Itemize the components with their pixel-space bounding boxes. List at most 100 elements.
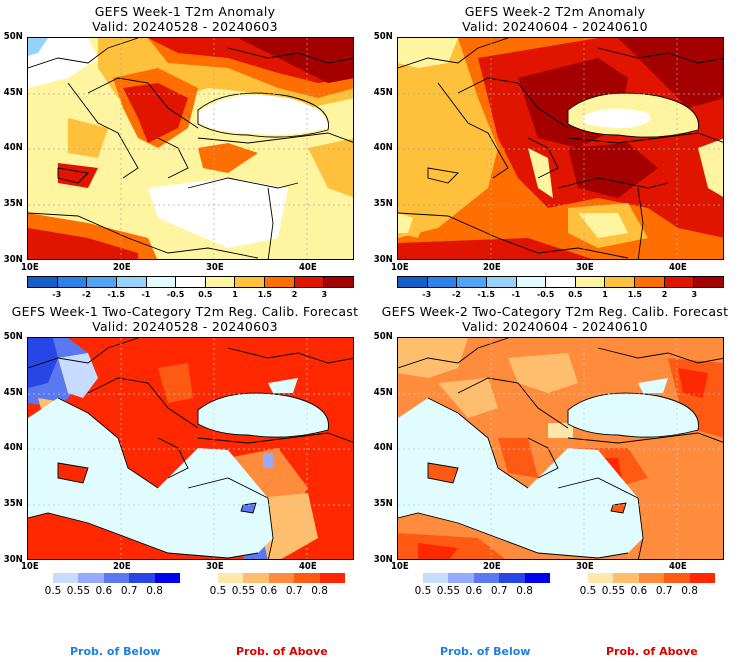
prob-above-colorbar-swatch (638, 573, 665, 583)
prob-above-colorbar-swatch (664, 573, 690, 583)
lon-label: 10E (20, 262, 39, 273)
anomaly-colorbar-swatch (116, 277, 147, 287)
colorbar-tick-label: 2 (661, 290, 668, 299)
lat-label: 35N (3, 498, 23, 509)
lat-label: 45N (3, 387, 23, 398)
lon-label: 20E (482, 262, 501, 273)
lon-label: 10E (390, 262, 409, 273)
anomaly-colorbar-swatch (205, 277, 236, 287)
lon-label: 40E (668, 561, 687, 572)
map-week2-anomaly (397, 37, 724, 260)
lon-label: 40E (298, 262, 317, 273)
anomaly-colorbar-swatch (516, 277, 547, 287)
lon-label: 40E (298, 561, 317, 572)
prob-above-colorbar-swatch (268, 573, 295, 583)
panel-valid-dates: Valid: 20240604 - 20240610 (462, 319, 648, 334)
anomaly-field (398, 38, 723, 259)
map-week1-anomaly (27, 37, 354, 260)
colorbar-tick-label: 0.55 (231, 585, 256, 597)
colorbar-tick-label: -2 (82, 290, 91, 299)
lat-label: 30N (3, 254, 23, 265)
lat-label: 50N (3, 31, 23, 42)
lon-label: 20E (112, 262, 131, 273)
lon-label: 10E (390, 561, 409, 572)
colorbar-tick-label: 0.55 (601, 585, 626, 597)
lat-label: 45N (373, 387, 393, 398)
prob-below-colorbar-swatch (129, 573, 155, 583)
colorbar-tick-label: 0.6 (260, 585, 278, 597)
anomaly-colorbar (397, 276, 724, 288)
panel-week1-probability: GEFS Week-1 Two-Category T2m Reg. Calib.… (0, 300, 370, 662)
colorbar-tick-label: 0.7 (285, 585, 303, 597)
panel-title: GEFS Week-2 Two-Category T2m Reg. Calib.… (381, 304, 729, 319)
colorbar-tick-label: 0.8 (146, 585, 163, 597)
colorbar-tick-label: 0.7 (490, 585, 508, 597)
prob-above-colorbar-swatch (319, 573, 346, 583)
colorbar-tick-label: 3 (691, 290, 698, 299)
panel-week1-anomaly: GEFS Week-1 T2m Anomaly Valid: 20240528 … (0, 0, 370, 300)
anomaly-colorbar-swatch (605, 277, 636, 287)
prob-below-colorbar-swatch (499, 573, 525, 583)
anomaly-colorbar-swatch (486, 277, 517, 287)
prob-below-colorbar-swatch (423, 573, 449, 583)
panel-week2-probability: GEFS Week-2 Two-Category T2m Reg. Calib.… (370, 300, 740, 662)
panel-title: GEFS Week-2 T2m Anomaly (464, 4, 646, 19)
panel-week2-anomaly: GEFS Week-2 T2m Anomaly Valid: 20240604 … (370, 0, 740, 300)
lat-label: 40N (3, 142, 23, 153)
prob-below-colorbar-swatch (103, 573, 130, 583)
prob-below-colorbar-swatch (473, 573, 500, 583)
colorbar-tick-label: 1.5 (627, 290, 642, 299)
colorbar-tick-label: 0.7 (655, 585, 673, 597)
lat-label: 40N (373, 442, 393, 453)
lon-label: 30E (575, 561, 594, 572)
probability-field (398, 338, 723, 559)
lat-label: 50N (3, 331, 23, 342)
anomaly-colorbar-swatch (427, 277, 458, 287)
anomaly-colorbar-swatch (694, 277, 724, 287)
anomaly-colorbar-swatch (87, 277, 117, 287)
panel-title: GEFS Week-1 Two-Category T2m Reg. Calib.… (11, 304, 359, 319)
prob-above-colorbar (588, 573, 716, 583)
colorbar-tick-label: -3 (52, 290, 62, 299)
lat-label: 30N (373, 254, 393, 265)
anomaly-colorbar-swatch (265, 277, 295, 287)
colorbar-tick-label: -2 (452, 290, 461, 299)
anomaly-colorbar-swatch (146, 277, 177, 287)
lat-label: 50N (373, 31, 393, 42)
colorbar-tick-label: 3 (321, 290, 328, 299)
anomaly-colorbar-swatch (176, 277, 206, 287)
prob-above-colorbar-swatch (613, 573, 639, 583)
colorbar-tick-label: 0.5 (579, 585, 597, 597)
colorbar-tick-label: 0.5 (568, 290, 583, 299)
prob-below-colorbar (53, 573, 181, 583)
lat-label: 30N (3, 554, 23, 565)
prob-below-caption: Prob. of Below (440, 645, 531, 658)
probability-field (28, 338, 353, 559)
lon-label: 30E (575, 262, 594, 273)
prob-below-colorbar-swatch (78, 573, 104, 583)
colorbar-tick-label: 0.8 (311, 585, 328, 597)
anomaly-colorbar-swatch (457, 277, 487, 287)
prob-above-colorbar-swatch (689, 573, 716, 583)
anomaly-colorbar-swatch (294, 277, 325, 287)
anomaly-colorbar-swatch (57, 277, 88, 287)
colorbar-tick-label: 0.6 (630, 585, 648, 597)
colorbar-tick-label: -1.5 (107, 290, 125, 299)
colorbar-tick-label: 0.5 (198, 290, 213, 299)
colorbar-tick-label: 0.55 (66, 585, 91, 597)
lon-label: 10E (20, 561, 39, 572)
lon-label: 20E (482, 561, 501, 572)
prob-below-caption: Prob. of Below (70, 645, 161, 658)
colorbar-tick-label: 1 (232, 290, 238, 299)
colorbar-tick-label: 1 (602, 290, 608, 299)
map-week1-probability (27, 337, 354, 560)
lat-label: 40N (373, 142, 393, 153)
colorbar-tick-label: -1 (141, 290, 151, 299)
lat-label: 35N (3, 198, 23, 209)
lat-label: 40N (3, 442, 23, 453)
colorbar-tick-label: 0.55 (436, 585, 461, 597)
colorbar-tick-label: 0.8 (681, 585, 698, 597)
lat-label: 35N (373, 498, 393, 509)
prob-above-colorbar-swatch (588, 573, 614, 583)
prob-above-colorbar-swatch (218, 573, 244, 583)
